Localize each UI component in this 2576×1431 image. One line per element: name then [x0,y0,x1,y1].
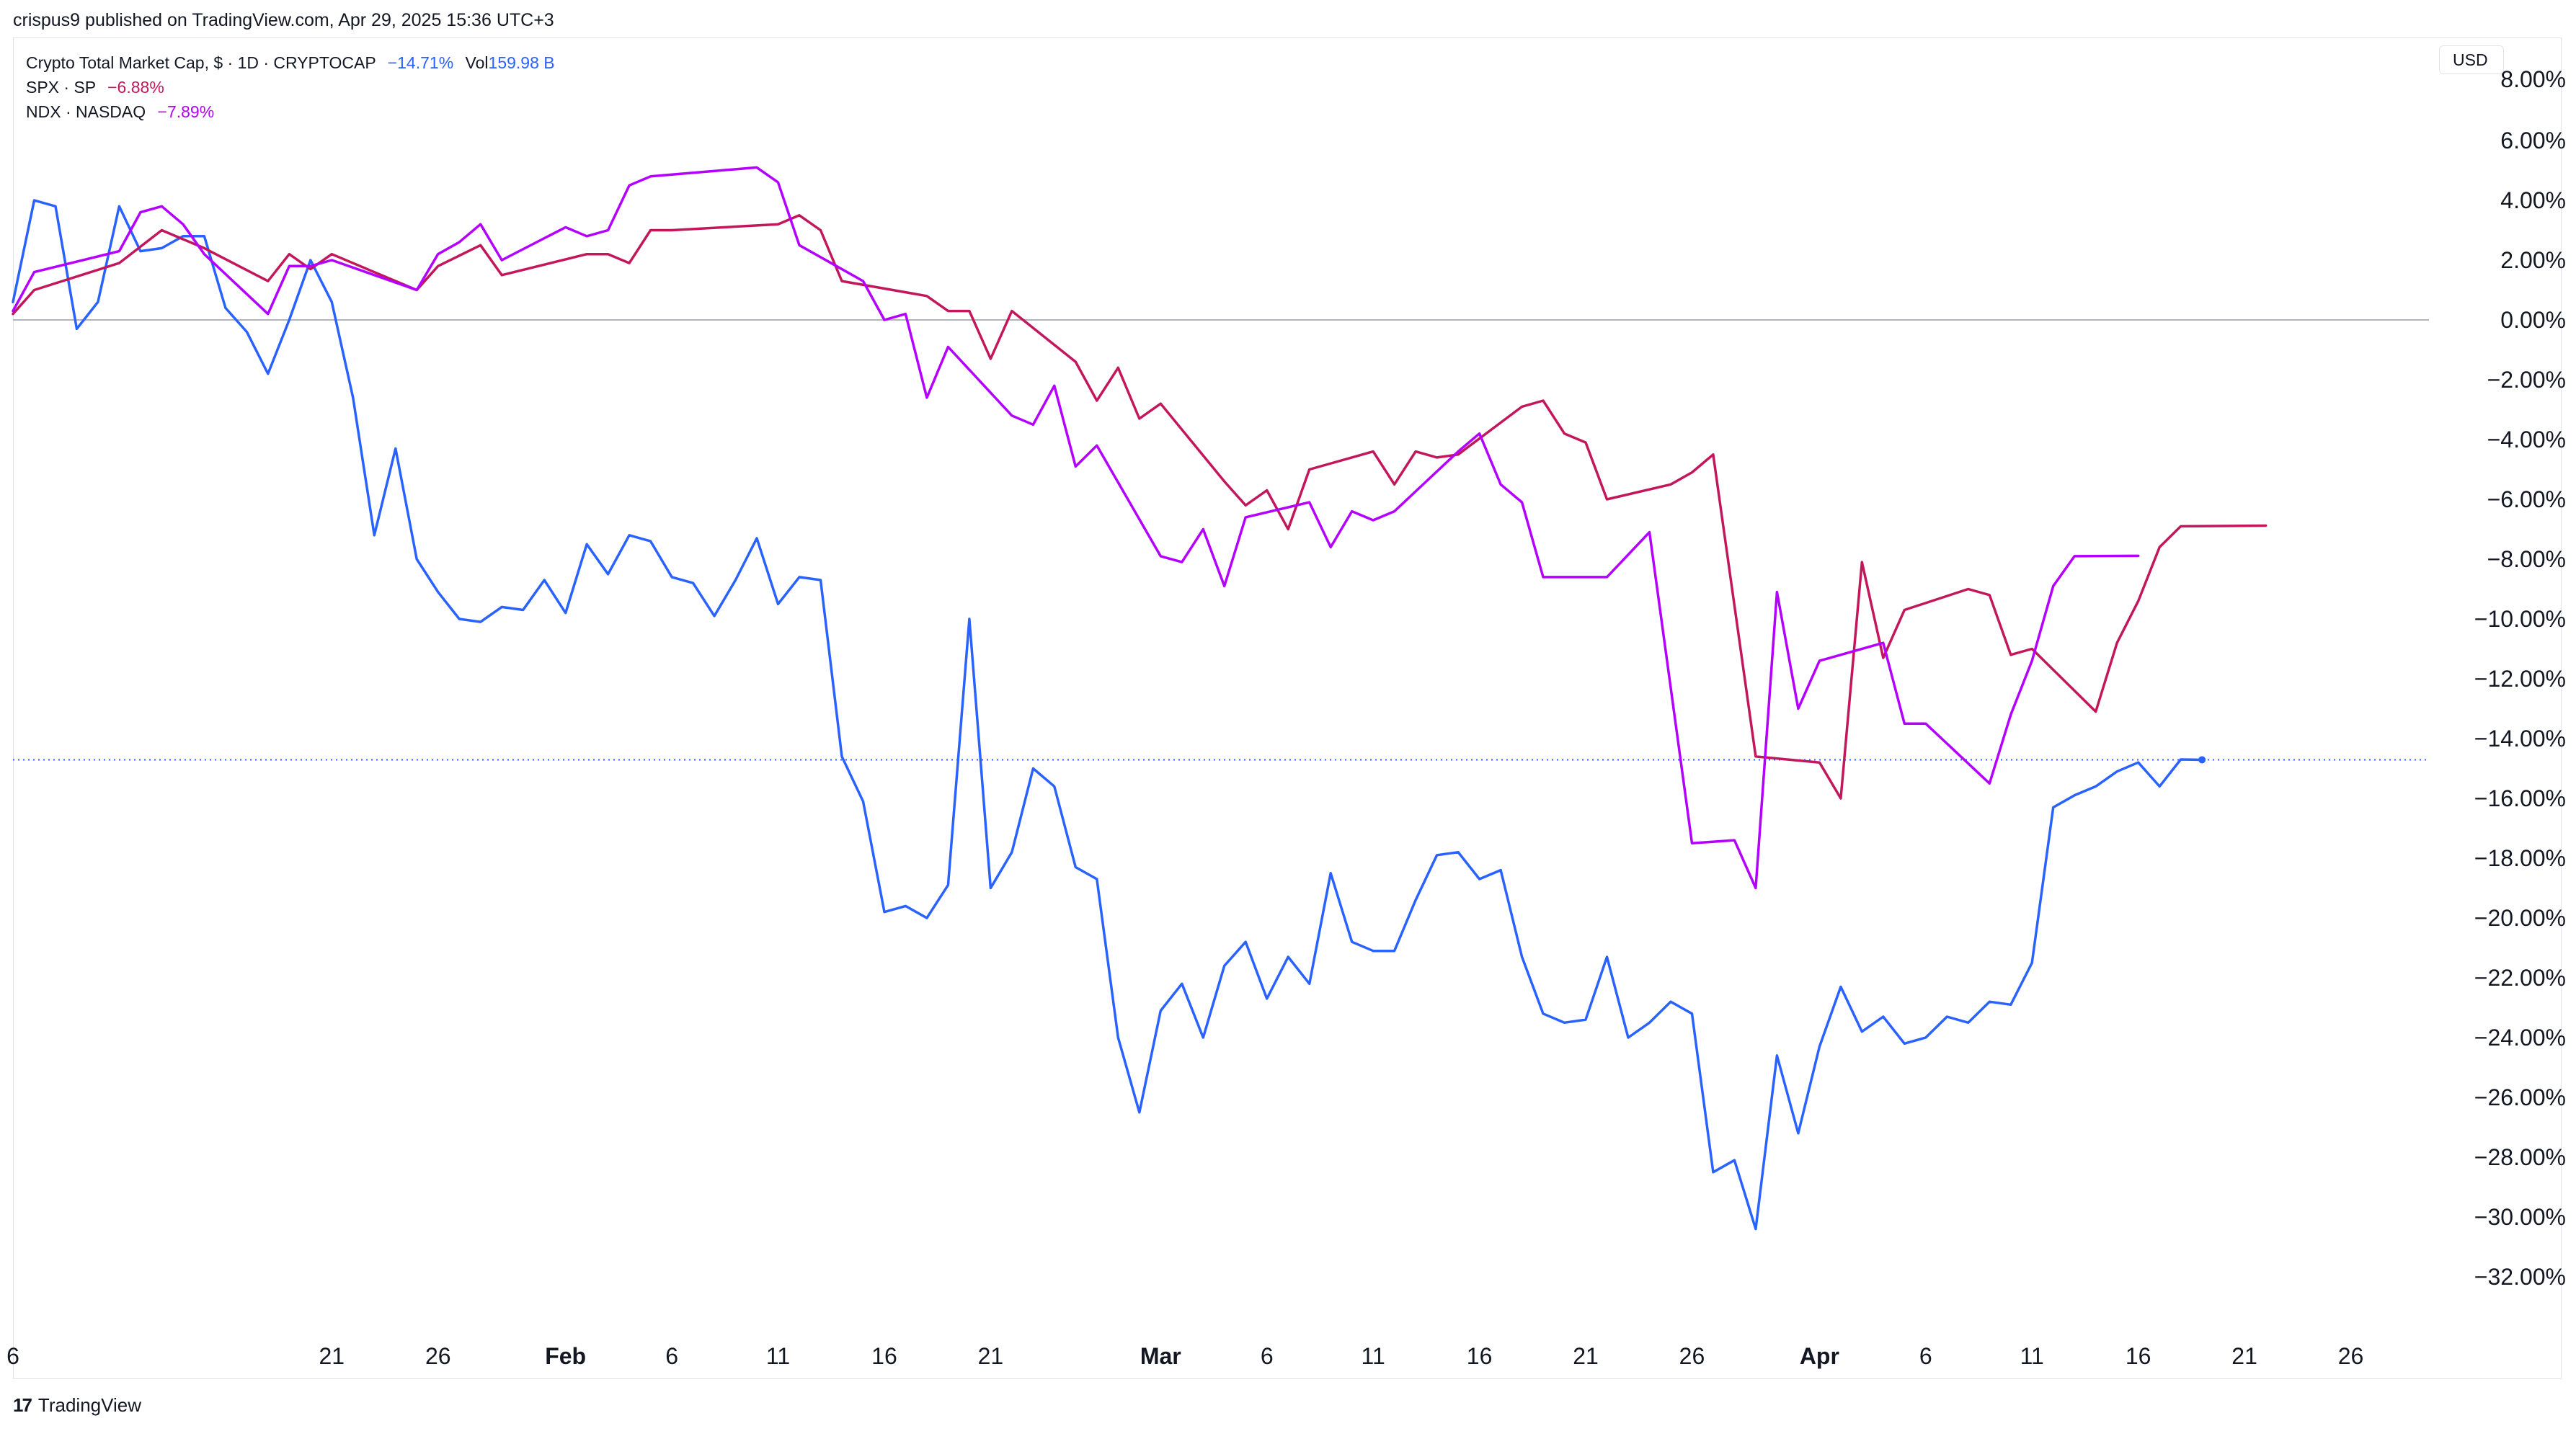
legend-crypto-title: Crypto Total Market Cap, $ · 1D · CRYPTO… [26,53,376,72]
y-tick-label: −16.00% [2474,785,2566,811]
x-tick-label: 6 [6,1343,19,1369]
legend-ndx-change: −7.89% [157,102,215,121]
y-tick-label: −4.00% [2487,427,2566,453]
x-tick-label: 21 [978,1343,1004,1369]
legend-row-crypto[interactable]: Crypto Total Market Cap, $ · 1D · CRYPTO… [26,50,555,75]
legend-vol-label: Vol [465,53,489,72]
x-tick-label: 16 [871,1343,897,1369]
y-tick-label: −18.00% [2474,845,2566,871]
x-tick-label: Mar [1140,1343,1181,1369]
x-tick-label: 21 [2231,1343,2257,1369]
legend-row-ndx[interactable]: NDX · NASDAQ −7.89% [26,99,555,124]
publisher-header: crispus9 published on TradingView.com, A… [13,10,554,30]
y-tick-label: −2.00% [2487,367,2566,393]
chart-legend: Crypto Total Market Cap, $ · 1D · CRYPTO… [26,50,555,124]
x-tick-label: 26 [1679,1343,1705,1369]
chart-frame [13,37,2562,1379]
y-tick-label: −32.00% [2474,1264,2566,1290]
currency-selector[interactable]: USD [2439,45,2504,74]
x-tick-label: 11 [1362,1343,1385,1369]
last-point-crypto [2198,756,2206,764]
y-tick-label: 6.00% [2500,128,2566,153]
legend-row-spx[interactable]: SPX · SP −6.88% [26,75,555,99]
series-line-ndx[interactable] [12,166,2140,890]
x-tick-label: Feb [545,1343,586,1369]
x-tick-label: 21 [319,1343,345,1369]
y-tick-label: −22.00% [2474,965,2566,991]
y-tick-label: −6.00% [2487,486,2566,512]
y-tick-label: 4.00% [2500,187,2566,213]
legend-vol-value: 159.98 B [488,53,555,72]
x-tick-label: 16 [2126,1343,2151,1369]
x-tick-label: 6 [1261,1343,1274,1369]
y-tick-label: 2.00% [2500,247,2566,273]
x-tick-label: Apr [1800,1343,1839,1369]
legend-ndx-title: NDX · NASDAQ [26,102,146,121]
legend-spx-title: SPX · SP [26,78,96,97]
y-tick-label-partial: 8.00% [2500,66,2566,92]
y-tick-label: −24.00% [2474,1025,2566,1051]
x-tick-label: 26 [425,1343,451,1369]
series-line-spx[interactable] [12,214,2268,800]
x-tick-label: 11 [766,1343,790,1369]
tradingview-logo-icon: 17 [13,1394,32,1416]
x-tick-label: 21 [1573,1343,1599,1369]
y-tick-label: −12.00% [2474,666,2566,692]
y-tick-label: −8.00% [2487,546,2566,572]
footer-brand-text: TradingView [37,1394,141,1416]
y-tick-label: −28.00% [2474,1144,2566,1170]
y-tick-label: −26.00% [2474,1084,2566,1110]
series-line-crypto[interactable] [12,199,2203,1231]
y-tick-label: −10.00% [2474,606,2566,632]
legend-spx-change: −6.88% [107,78,164,97]
footer-branding: 17 TradingView [13,1391,141,1419]
y-tick-label: −14.00% [2474,726,2566,752]
x-tick-label: 6 [665,1343,678,1369]
y-tick-label: 0.00% [2500,307,2566,333]
x-tick-label: 26 [2338,1343,2364,1369]
x-tick-label: 6 [1919,1343,1932,1369]
x-tick-label: 11 [2020,1343,2044,1369]
y-tick-label: −20.00% [2474,905,2566,931]
legend-crypto-change: −14.71% [387,53,454,72]
x-tick-label: 16 [1467,1343,1493,1369]
y-tick-label: −30.00% [2474,1204,2566,1230]
